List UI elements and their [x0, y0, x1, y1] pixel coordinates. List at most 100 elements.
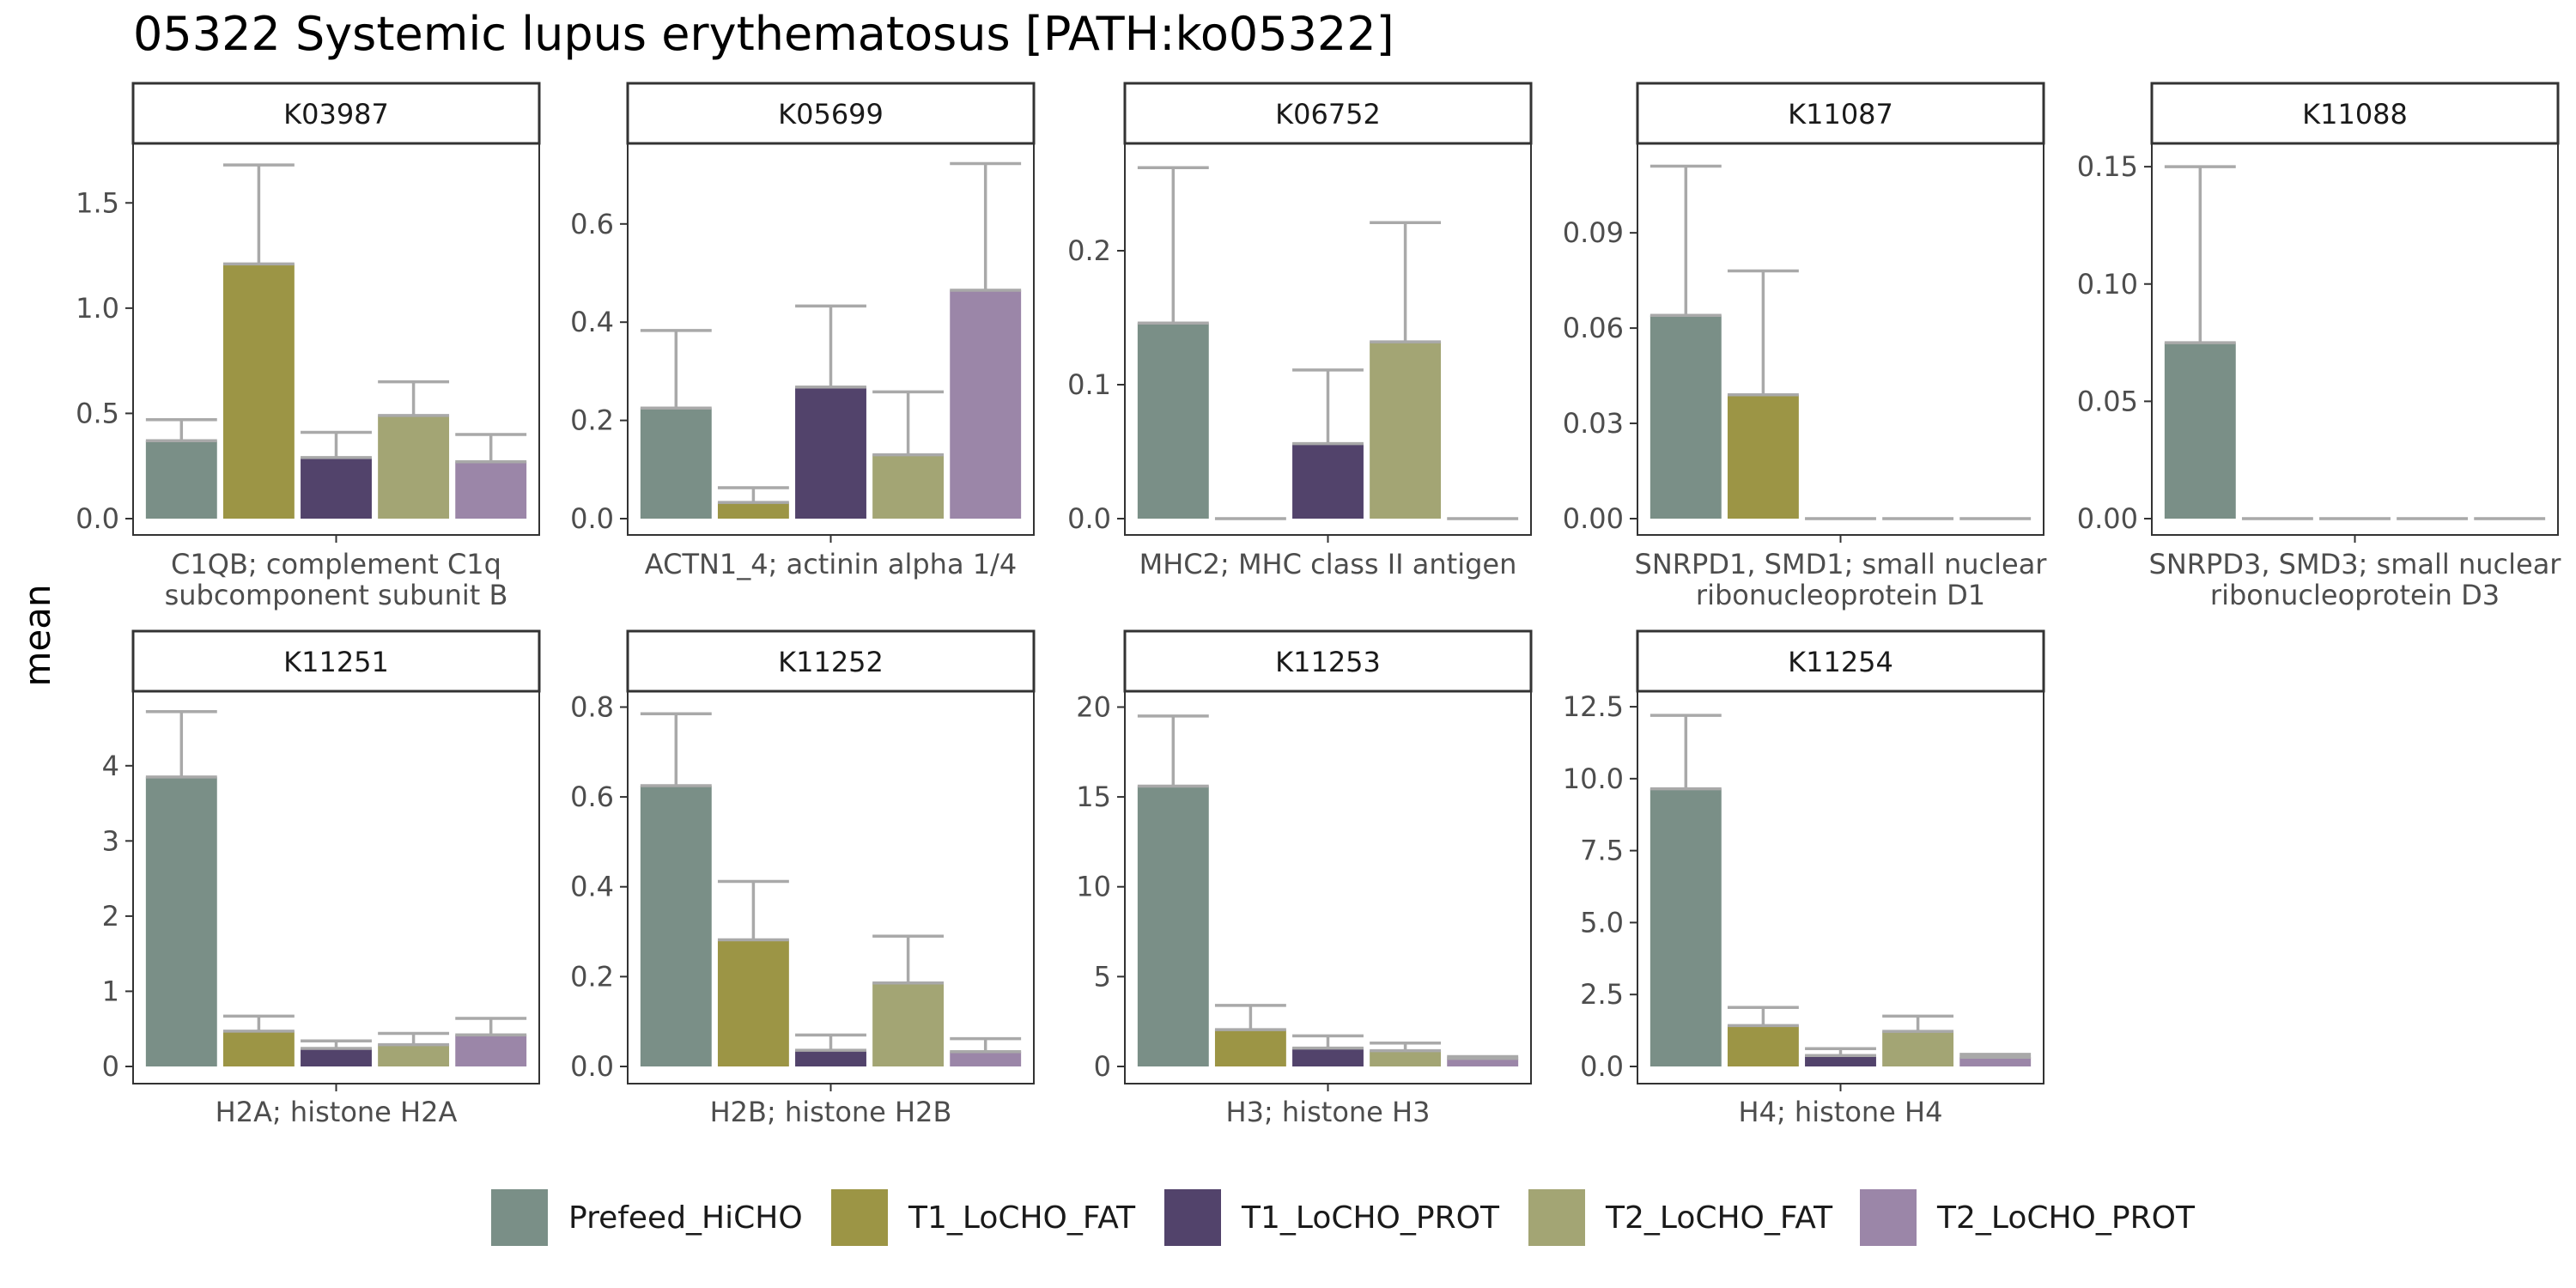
bar-prefeed-hicho — [1137, 786, 1209, 1066]
bar-t1-locho-fat — [1727, 394, 1799, 519]
legend-label: Prefeed_HiCHO — [568, 1200, 803, 1236]
facet-strip — [626, 82, 1036, 145]
legend-swatch — [1164, 1189, 1221, 1246]
facet-strip-label: K03987 — [283, 98, 389, 131]
x-tick-label: subcomponent subunit B — [165, 579, 508, 611]
legend-swatch — [491, 1189, 548, 1246]
facet-strip — [626, 629, 1036, 693]
y-tick-label: 0.10 — [2077, 268, 2138, 301]
y-tick-label: 0.2 — [1067, 234, 1111, 267]
y-tick-label: 2 — [102, 900, 119, 933]
bar-t1-locho-fat — [222, 264, 295, 519]
y-tick-label: 0.0 — [1580, 1050, 1624, 1083]
y-tick-label: 0.05 — [2077, 385, 2138, 417]
y-tick-label: 1.0 — [76, 292, 119, 325]
facet-strip-label: K05699 — [778, 98, 884, 131]
legend: Prefeed_HiCHO T1_LoCHO_FAT T1_LoCHO_PROT T2… — [491, 1189, 2196, 1246]
bar-t1-locho-fat — [222, 1030, 295, 1066]
bar-t2-locho-fat — [1882, 1031, 1954, 1066]
facet-strip — [2150, 82, 2560, 145]
bar-t1-locho-prot — [1292, 443, 1364, 519]
y-tick-label: 0.5 — [76, 397, 119, 429]
facet-strip — [1123, 629, 1533, 693]
bar-t2-locho-fat — [872, 982, 945, 1066]
bar-t1-locho-prot — [1292, 1048, 1364, 1066]
facet-strip — [1636, 82, 2045, 145]
y-tick-label: 0.06 — [1563, 312, 1624, 344]
y-tick-label: 0.00 — [1563, 502, 1624, 535]
bar-t2-locho-fat — [378, 1044, 450, 1066]
y-tick-label: 0.00 — [2077, 502, 2138, 535]
y-tick-label: 7.5 — [1580, 835, 1624, 867]
bar-t1-locho-prot — [1805, 1055, 1876, 1066]
bar-t2-locho-prot — [950, 1051, 1022, 1066]
legend-item-t2-locho-prot: T2_LoCHO_PROT — [1860, 1189, 2196, 1246]
legend-item-t1-locho-fat: T1_LoCHO_FAT — [831, 1189, 1136, 1246]
y-tick-label: 12.5 — [1563, 690, 1624, 723]
facet-strip-label: K11253 — [1275, 646, 1381, 678]
facet-strip — [1123, 82, 1533, 145]
legend-item-t2-locho-fat: T2_LoCHO_FAT — [1528, 1189, 1833, 1246]
facet-panel-k06752: K06752 0.0 0.1 0.2 MHC2; MHC class II antige… — [1067, 82, 1533, 580]
bar-t2-locho-fat — [1370, 1050, 1442, 1066]
x-tick-label: C1QB; complement C1q — [171, 548, 501, 580]
facet-panel-k11251: K11251 0 1 2 3 4 H2A; histone H2A — [102, 629, 541, 1128]
y-tick-label: 0.2 — [570, 960, 614, 993]
y-tick-label: 0.0 — [1067, 502, 1111, 535]
y-tick-label: 2.5 — [1580, 978, 1624, 1011]
bar-t1-locho-fat — [1727, 1025, 1799, 1066]
y-tick-label: 10 — [1076, 871, 1111, 903]
y-tick-label: 3 — [102, 824, 119, 857]
legend-swatch — [1528, 1189, 1585, 1246]
x-tick-label: MHC2; MHC class II antigen — [1139, 548, 1517, 580]
y-tick-label: 5 — [1094, 960, 1111, 993]
x-tick-label: SNRPD1, SMD1; small nuclear — [1635, 548, 2048, 580]
x-tick-label: H4; histone H4 — [1739, 1096, 1943, 1128]
y-tick-label: 10.0 — [1563, 762, 1624, 795]
facet-strip-label: K06752 — [1275, 98, 1381, 131]
y-tick-label: 4 — [102, 750, 119, 782]
y-axis-label: mean — [16, 584, 58, 686]
legend-label: T1_LoCHO_FAT — [908, 1200, 1136, 1236]
y-tick-label: 0.09 — [1563, 216, 1624, 249]
y-tick-label: 5.0 — [1580, 906, 1624, 939]
facet-panel-k11252: K11252 0.0 0.2 0.4 0.6 0.8 H2B; histone H2B — [570, 629, 1036, 1128]
facet-panel-k11088: K11088 0.00 0.05 0.10 0.15 SNRPD3, SMD3; smal… — [2077, 82, 2562, 611]
x-tick-label: ribonucleoprotein D1 — [1696, 579, 1985, 611]
x-tick-label: ACTN1_4; actinin alpha 1/4 — [645, 548, 1017, 580]
y-tick-label: 20 — [1076, 690, 1111, 723]
y-tick-label: 1.5 — [76, 186, 119, 219]
x-tick-label: H2B; histone H2B — [710, 1096, 952, 1128]
bar-t2-locho-prot — [1447, 1058, 1519, 1066]
x-tick-label: SNRPD3, SMD3; small nuclear — [2149, 548, 2562, 580]
bar-t2-locho-prot — [950, 290, 1022, 519]
y-tick-label: 0.0 — [570, 502, 614, 535]
facet-panel-k11253: K11253 0 5 10 15 20 H3; histone H3 — [1076, 629, 1533, 1128]
facet-strip-label: K11254 — [1788, 646, 1893, 678]
bar-prefeed-hicho — [2164, 343, 2236, 519]
bar-t1-locho-prot — [301, 457, 372, 519]
facet-strip — [1636, 629, 2045, 693]
x-tick-label: H3; histone H3 — [1226, 1096, 1431, 1128]
bar-t2-locho-prot — [1959, 1057, 2032, 1066]
facet-panel-k11087: K11087 0.00 0.03 0.06 0.09 SNRPD1, SMD1; smal… — [1563, 82, 2048, 611]
bar-prefeed-hicho — [1649, 315, 1722, 519]
bar-t2-locho-fat — [378, 415, 450, 519]
bar-t2-locho-fat — [872, 454, 945, 519]
x-tick-label: H2A; histone H2A — [216, 1096, 458, 1128]
facet-strip-label: K11088 — [2302, 98, 2408, 131]
y-tick-label: 0.4 — [570, 871, 614, 903]
legend-label: T2_LoCHO_FAT — [1605, 1200, 1833, 1236]
chart-title: 05322 Systemic lupus erythematosus [PATH… — [133, 7, 1394, 61]
bar-t1-locho-fat — [1214, 1030, 1286, 1066]
y-tick-label: 0.0 — [76, 502, 119, 535]
bar-prefeed-hicho — [145, 440, 217, 519]
bar-prefeed-hicho — [145, 776, 217, 1066]
legend-item-prefeed-hicho: Prefeed_HiCHO — [491, 1189, 803, 1246]
bar-t2-locho-fat — [1370, 342, 1442, 519]
y-tick-label: 0.4 — [570, 306, 614, 338]
legend-swatch — [831, 1189, 888, 1246]
facet-strip-label: K11252 — [778, 646, 884, 678]
